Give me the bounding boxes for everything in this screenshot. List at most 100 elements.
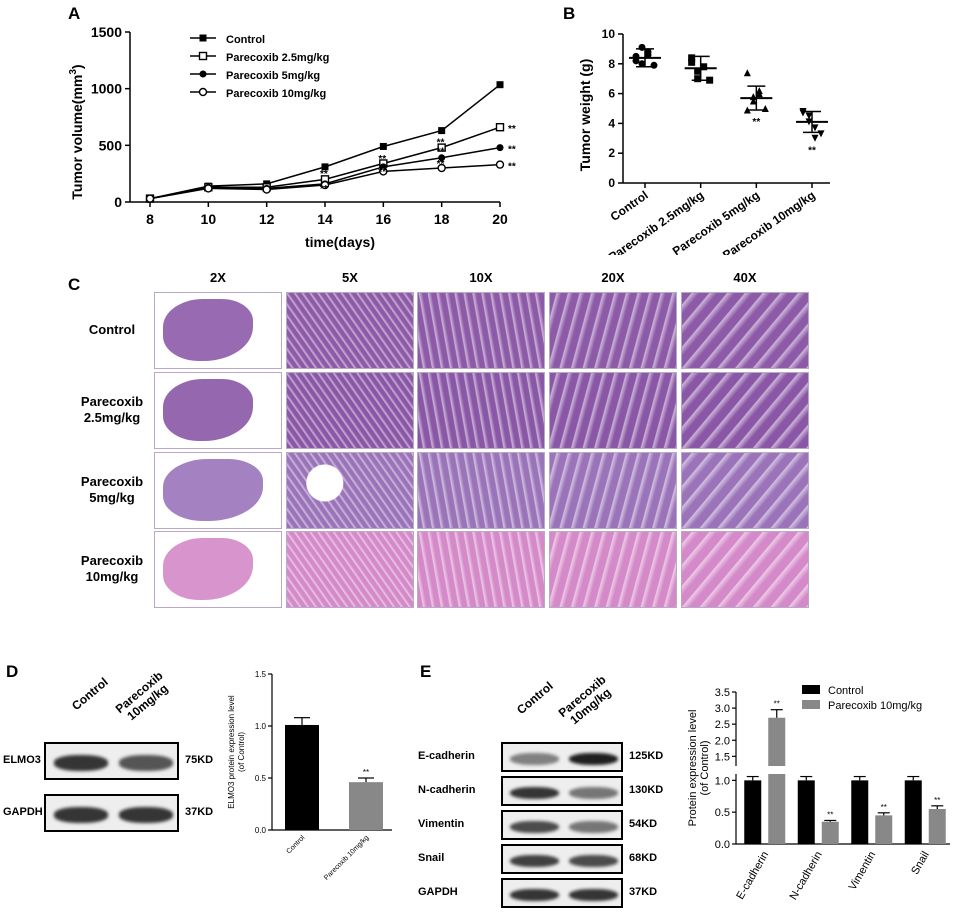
row-label-line: Parecoxib: [80, 474, 144, 489]
y-tick-label: 0.0: [255, 826, 267, 835]
sig-mark: **: [437, 137, 445, 148]
western-blot-e: Control Parecoxib 10mg/kg E-cadherin 125KD N-…: [415, 660, 680, 916]
legend-marker: [198, 51, 208, 61]
x-tick-label: Control: [285, 834, 306, 855]
sig-mark: **: [808, 145, 816, 156]
data-point: [694, 75, 702, 83]
bar: [768, 774, 786, 844]
data-point: [437, 143, 446, 152]
sig-mark: **: [320, 184, 328, 195]
x-tick-label: 14: [317, 211, 333, 227]
histology-image: [154, 372, 282, 449]
y-tick-label: 10: [602, 27, 616, 41]
blot-band: [54, 755, 109, 771]
blot-kd-label: 37KD: [185, 806, 214, 818]
data-point: [688, 58, 696, 66]
histology-column-label: 10X: [469, 270, 493, 285]
data-point: [706, 76, 714, 84]
panel-label-c: C: [68, 275, 81, 294]
histology-image: [681, 292, 809, 369]
legend-label: Control: [226, 34, 265, 46]
data-point: [638, 60, 646, 68]
row-label-line: Control: [88, 322, 136, 337]
western-blot-d: Control Parecoxib 10mg/kg ELMO3 75KD GAPDH 37K…: [0, 660, 230, 905]
data-point: [320, 180, 330, 190]
tissue-section: [163, 459, 263, 521]
blot-kd-label: 130KD: [629, 784, 664, 796]
data-point: [805, 118, 813, 126]
blot-strip: [501, 810, 623, 840]
blot-kd-label: 125KD: [629, 750, 664, 762]
histology-image: [549, 452, 677, 529]
blot-protein-label: Snail: [418, 852, 445, 864]
data-point: [379, 142, 387, 150]
legend-label: Parecoxib 5mg/kg: [226, 70, 320, 82]
bar: [821, 821, 839, 844]
blot-strip: [44, 742, 179, 780]
blot-protein-label: ELMO3: [3, 754, 41, 766]
x-tick-label: N-cadherin: [788, 850, 825, 903]
blot-band: [510, 787, 560, 799]
sig-mark: **: [437, 146, 445, 157]
chart-e-protein-expression: 0.0 0.5 1.0 1.5 2.0 2.5 3.0 3.5 Protein expressi…: [687, 685, 950, 903]
y-tick-label: 2.5: [715, 719, 730, 731]
data-point: [496, 81, 504, 89]
data-point: [379, 167, 388, 176]
data-point: [811, 124, 819, 132]
histology-image: [681, 531, 809, 608]
data-point: [632, 52, 640, 60]
blot-strip: [501, 742, 623, 772]
histology-column-label: 5X: [342, 270, 358, 285]
y-tick-label: 1000: [91, 81, 122, 97]
lane-label: Parecoxib 10mg/kg: [556, 672, 617, 730]
histology-image: [549, 372, 677, 449]
histology-image: [286, 531, 414, 608]
sig-mark: **: [752, 117, 760, 128]
panel-label-e: E: [420, 662, 432, 681]
data-point: [644, 51, 652, 59]
data-point: [262, 185, 271, 194]
tissue-section: [163, 538, 253, 600]
y-tick-label: 2: [608, 146, 615, 160]
sig-mark: **: [363, 768, 369, 777]
blot-strip: [44, 794, 179, 832]
chart-a-tumor-volume: 0 500 1000 1500 8 10 12 14 16 18 20 Control Parecoxi…: [68, 24, 516, 250]
data-point: [495, 160, 505, 169]
blot-protein-label: GAPDH: [3, 806, 43, 818]
sig-mark: **: [508, 124, 516, 135]
sig-mark: **: [378, 167, 386, 178]
histology-image: [286, 372, 414, 449]
row-label-line: 10mg/kg: [85, 569, 139, 584]
legend-marker: [199, 34, 207, 42]
y-tick-label: 1.5: [715, 751, 730, 763]
y-tick-label: 3.0: [715, 703, 730, 715]
blot-band: [568, 889, 618, 901]
y-tick-label: 1.5: [255, 670, 267, 679]
data-point: [805, 112, 813, 120]
sig-mark: **: [827, 810, 833, 819]
data-point: [743, 106, 751, 114]
blot-band: [54, 807, 109, 823]
panel-label-a: A: [68, 4, 81, 23]
legend-label: Parecoxib 2.5mg/kg: [226, 52, 329, 64]
histology-row-label: Parecoxib 5mg/kg: [62, 474, 162, 506]
x-tick-label: Parecoxib 10mg/kg: [720, 188, 818, 255]
blot-kd-label: 68KD: [629, 852, 658, 864]
bar: [904, 780, 922, 844]
blot-protein-label: GAPDH: [418, 886, 458, 898]
data-point: [204, 184, 213, 193]
blot-strip: [501, 844, 623, 874]
data-point: [755, 90, 763, 98]
x-tick-label: Parecoxib 10mg/kg: [323, 834, 370, 881]
data-point: [438, 127, 446, 135]
blot-kd-label: 54KD: [629, 818, 658, 830]
panel-label-d: D: [6, 662, 19, 681]
row-label-line: 5mg/kg: [89, 490, 135, 505]
histology-image: [417, 292, 545, 369]
row-label-line: 2.5mg/kg: [83, 410, 141, 425]
y-tick-label: 1500: [91, 24, 122, 40]
sig-mark: **: [508, 145, 516, 156]
y-tick-label: 6: [608, 87, 615, 101]
bar: [797, 780, 815, 844]
chart-d-elmo3: 0.0 0.5 1.0 1.5 ELMO3 protein expression lev…: [227, 670, 392, 882]
